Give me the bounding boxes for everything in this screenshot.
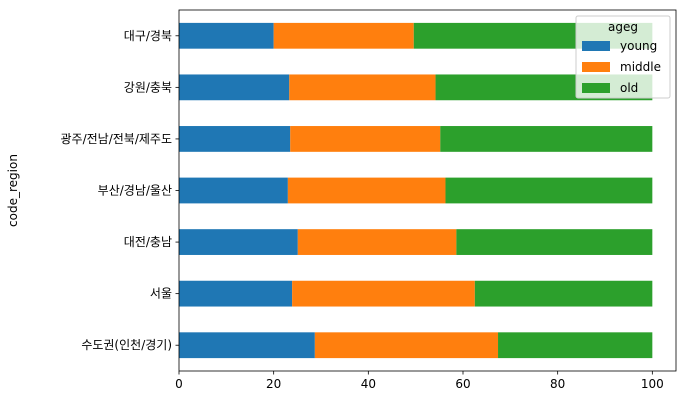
bar-young [179,74,290,101]
bar-young [179,177,288,204]
y-axis-label: code_region [6,154,20,227]
bar-middle [290,126,441,152]
bar-old [474,280,653,307]
bar-old [445,177,653,204]
x-tick-label: 20 [266,377,281,391]
legend-title: ageg [608,20,638,34]
bar-middle [292,280,475,307]
legend-label-old: old [620,81,638,95]
x-tick-label: 0 [175,377,183,391]
x-axis-ticks: 0 20 40 60 80 100 [175,371,664,391]
bar-middle [297,229,457,255]
legend-swatch-young [582,41,610,51]
x-tick-label: 80 [550,377,565,391]
bar-middle [289,74,436,101]
bar-middle [287,177,446,204]
legend-label-young: young [620,39,657,53]
y-tick-label: 부산/경남/울산 [98,184,172,198]
bar-young [179,332,315,359]
y-tick-label: 대구/경북 [124,29,172,43]
bar-young [179,126,291,152]
bar-young [179,229,298,255]
legend-swatch-middle [582,62,610,72]
bar-old [456,229,653,255]
x-tick-label: 40 [361,377,376,391]
bar-young [179,22,274,49]
legend-box [575,15,671,99]
bars-layer [179,22,653,359]
y-tick-label: 대전/충남 [124,235,172,249]
legend-swatch-old [582,83,610,93]
legend-label-middle: middle [620,60,661,74]
x-tick-label: 60 [455,377,470,391]
y-axis-ticks: 수도권(인천/경기) 서울 대전/충남 부산/경남/울산 광주/전남/전북/제주도 강원/… [61,29,179,352]
bar-middle [314,332,499,359]
y-tick-label: 광주/전남/전북/제주도 [61,132,173,146]
bar-old [498,332,653,359]
bar-middle [273,22,414,49]
bar-young [179,280,293,307]
y-tick-label: 강원/충북 [124,80,172,94]
y-tick-label: 수도권(인천/경기) [81,337,172,352]
x-tick-label: 100 [641,377,664,391]
y-tick-label: 서울 [150,287,172,301]
bar-old [440,126,653,152]
legend: ageg young middle old [575,15,671,99]
